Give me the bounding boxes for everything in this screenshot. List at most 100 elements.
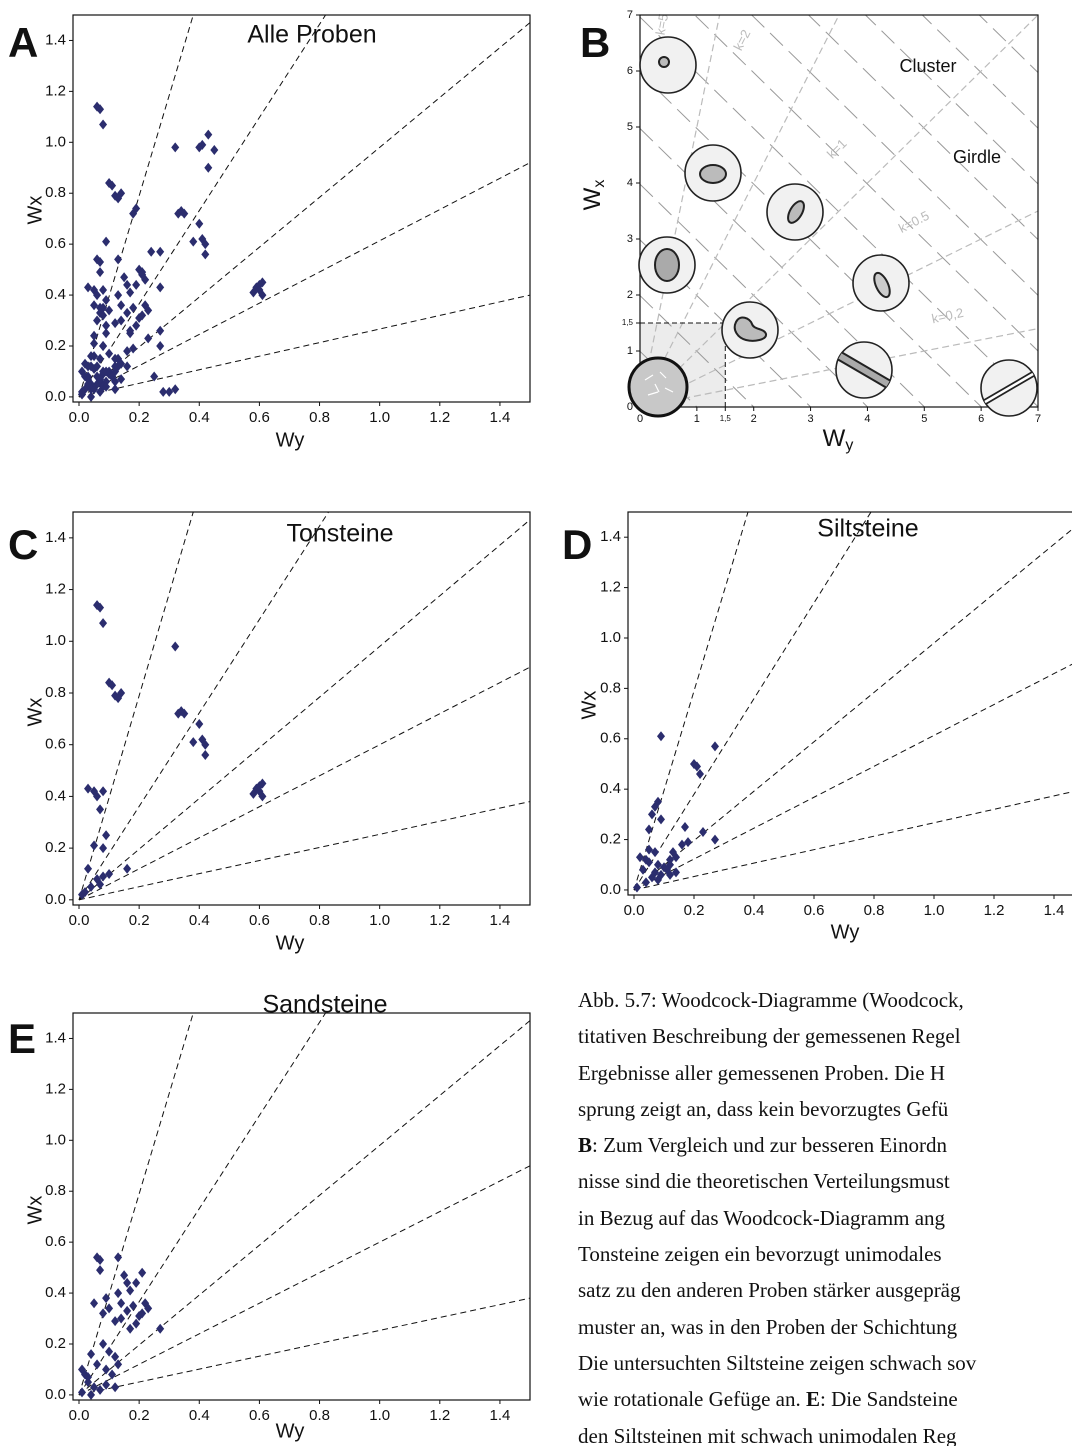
data-point xyxy=(102,830,111,841)
data-point xyxy=(150,371,159,382)
data-point xyxy=(129,1300,138,1311)
k-label: k=2 xyxy=(730,27,753,53)
data-point xyxy=(96,386,105,397)
data-point xyxy=(117,300,126,311)
data-point xyxy=(99,1338,108,1349)
data-point xyxy=(120,1270,129,1281)
data-point xyxy=(258,778,267,789)
data-point xyxy=(180,208,189,219)
data-point xyxy=(645,824,653,835)
data-point xyxy=(123,361,132,372)
data-point xyxy=(666,854,674,865)
k-line xyxy=(640,15,721,407)
data-point xyxy=(87,1349,96,1360)
caption-text: Tonsteine zeigen ein bevorzugt unimodale… xyxy=(578,1242,942,1267)
y-tick-label: 0.0 xyxy=(45,891,66,908)
caption-line: Ergebnisse aller gemessenen Proben. Die … xyxy=(578,1055,1072,1091)
x-tick-label: 0.8 xyxy=(309,409,330,426)
data-point xyxy=(99,119,108,130)
x-tick-label: 0.2 xyxy=(129,1407,150,1424)
y-tick-label: 0.8 xyxy=(45,184,66,201)
annotation: Girdle xyxy=(953,147,1001,167)
x-tick-label: 1.2 xyxy=(429,409,450,426)
data-point xyxy=(111,1351,120,1362)
icon-random xyxy=(627,356,689,418)
data-point xyxy=(114,1252,123,1263)
x-tick-label: 1,5 xyxy=(720,414,732,423)
data-point xyxy=(102,328,111,339)
y-tick-label: 1.2 xyxy=(45,82,66,99)
x-axis-label: Wy xyxy=(276,932,305,954)
caption-text: satz zu den anderen Proben stärker ausge… xyxy=(578,1278,961,1303)
reference-line xyxy=(78,1013,326,1396)
data-point xyxy=(99,843,108,854)
data-point xyxy=(111,1382,120,1393)
data-point xyxy=(123,307,132,318)
y-tick-label: 0.8 xyxy=(45,1182,66,1199)
data-point xyxy=(156,340,165,351)
panel-letter: E xyxy=(8,1015,36,1062)
data-point xyxy=(156,1323,165,1334)
panel-title: Tonsteine xyxy=(286,520,393,548)
data-point xyxy=(84,282,93,293)
caption-line: sprung zeigt an, dass kein bevorzugtes G… xyxy=(578,1091,1072,1127)
data-point xyxy=(96,267,105,278)
data-point xyxy=(144,333,153,344)
reference-line xyxy=(78,162,530,398)
data-point xyxy=(78,366,87,377)
data-point xyxy=(111,353,120,364)
data-point xyxy=(639,864,647,875)
data-point xyxy=(672,852,680,863)
data-point xyxy=(123,1305,132,1316)
reference-line xyxy=(78,512,329,901)
plot-area xyxy=(78,512,530,901)
x-tick-label: 5 xyxy=(921,413,927,425)
y-tick-label: 0 xyxy=(627,401,633,413)
data-point xyxy=(126,287,135,298)
reference-line xyxy=(78,1165,530,1396)
x-tick-label: 1.2 xyxy=(429,912,450,929)
axis-label-main: W xyxy=(579,187,606,210)
y-tick-label: 1.4 xyxy=(45,1029,66,1046)
data-point xyxy=(657,814,665,825)
data-point xyxy=(117,1298,126,1309)
data-point xyxy=(96,804,105,815)
caption-line: Tonsteine zeigen ein bevorzugt unimodale… xyxy=(578,1236,1072,1272)
y-axis-label: Wx xyxy=(578,691,600,720)
data-point xyxy=(204,162,213,173)
data-point xyxy=(123,863,132,874)
y-tick-label: 0.0 xyxy=(45,388,66,405)
k-label: k=0,2 xyxy=(930,305,965,326)
data-point xyxy=(156,246,165,257)
data-point xyxy=(651,867,659,878)
data-point xyxy=(111,318,120,329)
panel-title: Sandsteine xyxy=(262,991,387,1019)
data-point xyxy=(126,1285,135,1296)
data-point xyxy=(666,869,674,880)
data-point xyxy=(96,374,105,385)
data-point xyxy=(96,1384,105,1395)
data-point xyxy=(684,837,692,848)
y-tick-label: 1.4 xyxy=(600,528,621,545)
data-point xyxy=(87,881,96,892)
icon-cluster xyxy=(654,248,680,282)
annotation: Cluster xyxy=(899,56,956,76)
x-tick-label: 0.6 xyxy=(249,912,270,929)
fabric-icons xyxy=(627,36,1038,418)
y-tick-label: 1.0 xyxy=(600,629,621,646)
data-point xyxy=(99,871,108,882)
data-point xyxy=(129,343,138,354)
icon-cluster xyxy=(873,271,891,299)
data-point xyxy=(144,1303,153,1314)
data-point xyxy=(96,1254,105,1265)
data-point xyxy=(114,290,123,301)
data-point xyxy=(132,203,141,214)
data-point xyxy=(156,325,165,336)
k-label: k=5 xyxy=(653,13,671,37)
data-point xyxy=(90,330,99,341)
x-tick-label: 0.6 xyxy=(249,1407,270,1424)
x-tick-label: 0.2 xyxy=(129,912,150,929)
caption-line: satz zu den anderen Proben stärker ausge… xyxy=(578,1272,1072,1308)
icon-girdle-fill xyxy=(984,372,1034,404)
